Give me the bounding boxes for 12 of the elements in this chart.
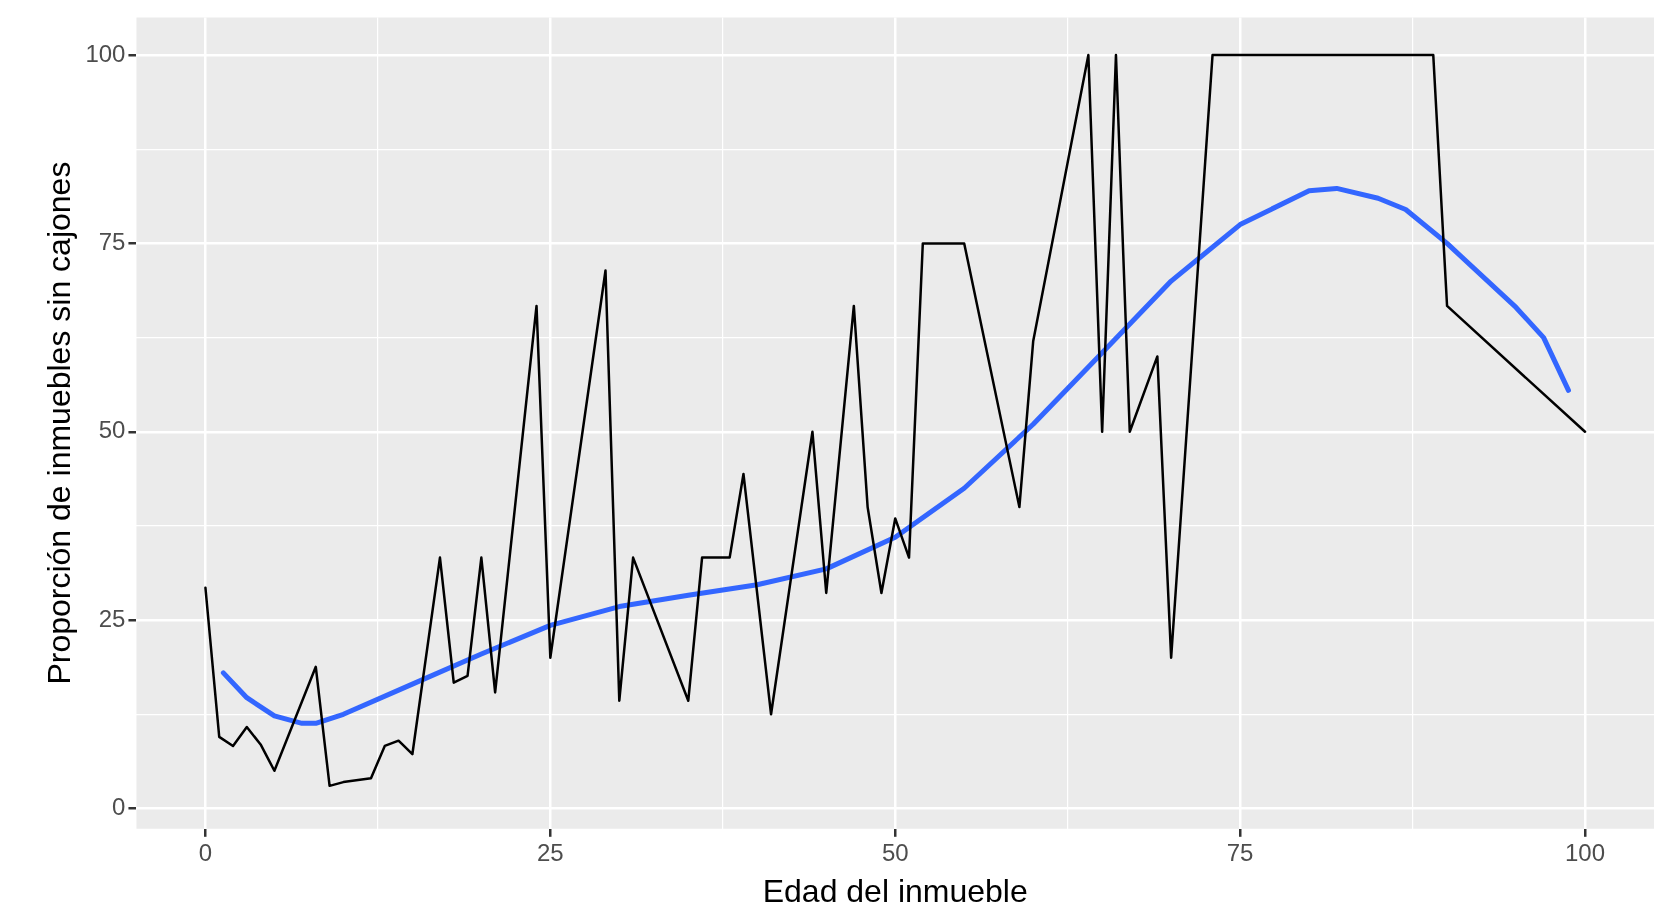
x-tick-label: 75 xyxy=(1226,838,1254,866)
y-tick-label: 100 xyxy=(85,39,126,67)
x-axis-title: Edad del inmueble xyxy=(762,872,1028,909)
y-tick-label: 50 xyxy=(98,416,126,444)
y-axis-title: Proporción de inmuebles sin cajones xyxy=(41,161,78,685)
y-tick-label: 75 xyxy=(98,228,126,256)
x-tick-label: 100 xyxy=(1565,838,1606,866)
x-tick-label: 50 xyxy=(881,838,909,866)
x-tick-label: 0 xyxy=(198,838,213,866)
x-tick-label: 25 xyxy=(536,838,564,866)
y-tick-label: 0 xyxy=(112,793,126,821)
y-tick-label: 25 xyxy=(98,604,126,632)
